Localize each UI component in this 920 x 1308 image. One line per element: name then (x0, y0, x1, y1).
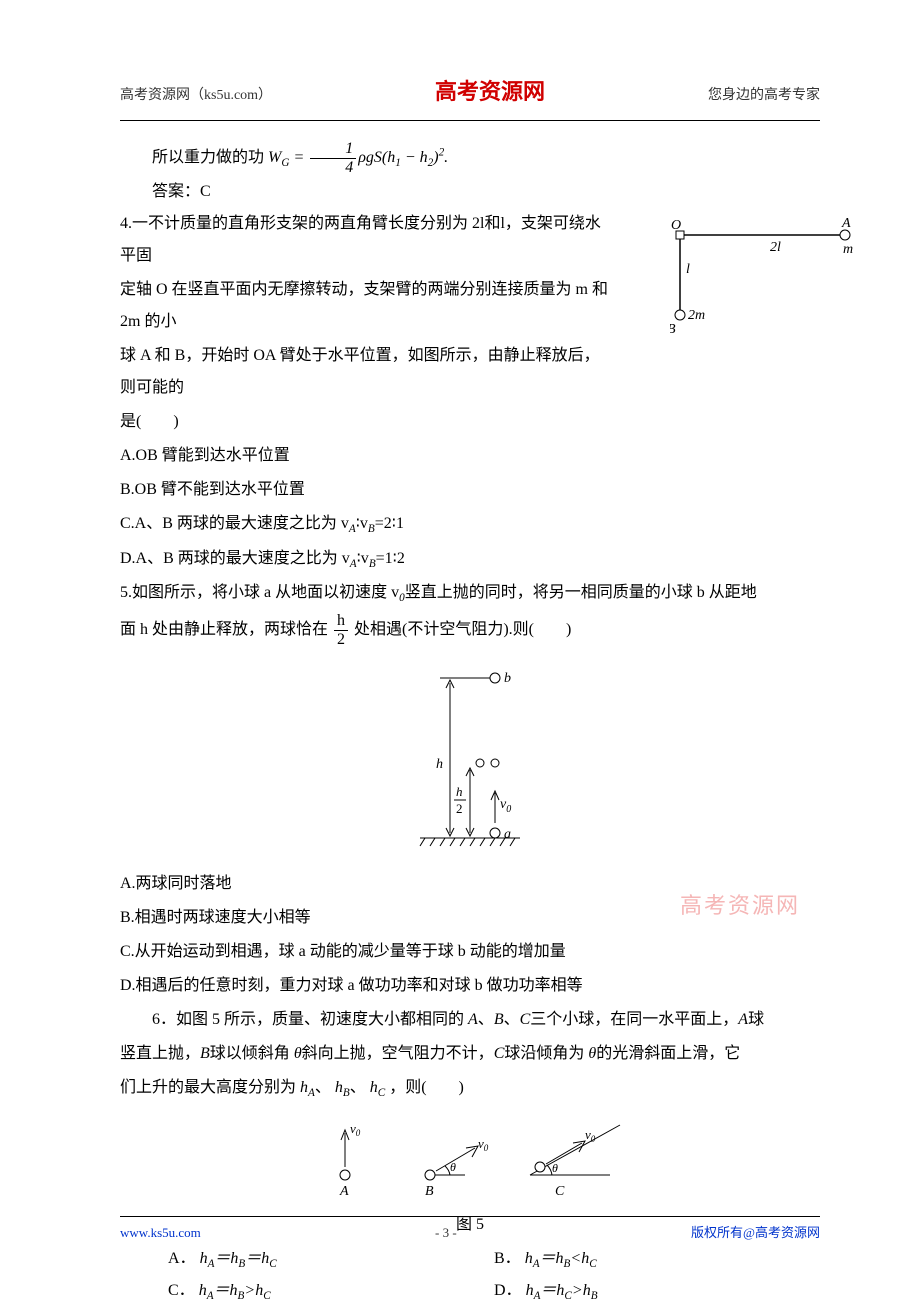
svg-text:h: h (456, 784, 463, 799)
q6-optB: B． hA＝hB<hC (494, 1243, 820, 1276)
header-brand: 高考资源网 (435, 70, 545, 114)
q5-line1: 5.如图所示，将小球 a 从地面以初速度 v0竖直上抛的同时，将另一相同质量的小… (120, 577, 820, 610)
gravity-work-formula: WG = 1 4 ρgS(h1 − h2)2. (268, 149, 448, 166)
q6-figure: A v0 θ B v0 θ C v0 (300, 1115, 640, 1205)
footer-copyright: 版权所有@高考资源网 (691, 1220, 820, 1246)
svg-text:2m: 2m (688, 308, 705, 323)
svg-text:v0: v0 (585, 1127, 596, 1144)
q4-line2: 定轴 O 在竖直平面内无摩擦转动，支架臂的两端分别连接质量为 m 和 2m 的小 (120, 274, 610, 338)
q4-line1: 4.一不计质量的直角形支架的两直角臂长度分别为 2l和l，支架可绕水平固 (120, 208, 610, 272)
question-5: 5.如图所示，将小球 a 从地面以初速度 v0竖直上抛的同时，将另一相同质量的小… (120, 577, 820, 1002)
question-6: 6．如图 5 所示，质量、初速度大小都相同的 A、B、C三个小球，在同一水平面上… (120, 1004, 820, 1308)
one-quarter-fraction: 1 4 (310, 140, 356, 176)
q6-optA: A． hA＝hB＝hC (168, 1243, 494, 1276)
q6-line1: 6．如图 5 所示，质量、初速度大小都相同的 A、B、C三个小球，在同一水平面上… (120, 1004, 820, 1036)
q4-optC: C.A、B 两球的最大速度之比为 vA∶vB=2∶1 (120, 508, 820, 541)
svg-text:θ: θ (552, 1161, 558, 1175)
q5-figure: b h h 2 a v0 (400, 658, 540, 858)
svg-text:2: 2 (456, 801, 463, 816)
svg-text:O: O (671, 218, 681, 233)
answer-line: 答案：C (120, 176, 820, 208)
question-4-options: A.OB 臂能到达水平位置 B.OB 臂不能到达水平位置 C.A、B 两球的最大… (120, 440, 820, 575)
svg-text:b: b (504, 671, 511, 686)
svg-text:2l: 2l (770, 240, 781, 255)
svg-text:v0: v0 (478, 1136, 489, 1153)
q4-line4: 是( ) (120, 406, 610, 438)
header-left: 高考资源网（ks5u.com） (120, 82, 272, 110)
q6-options-row1: A． hA＝hB＝hC B． hA＝hB<hC (120, 1243, 820, 1276)
svg-text:m: m (843, 242, 853, 257)
q6-line2: 竖直上抛，B球以倾斜角 θ斜向上抛，空气阻力不计，C球沿倾角为 θ的光滑斜面上滑… (120, 1038, 820, 1070)
q4-optB: B.OB 臂不能到达水平位置 (120, 474, 820, 506)
svg-text:θ: θ (450, 1160, 456, 1174)
q5-h-over-2: h 2 (334, 612, 348, 648)
q6-optD: D． hA＝hC>hB (494, 1275, 820, 1308)
header-right: 您身边的高考专家 (708, 82, 820, 110)
q6-line3: 们上升的最大高度分别为 hA、 hB、 hC ，则( ) (120, 1072, 820, 1105)
gravity-work-line: 所以重力做的功 WG = 1 4 ρgS(h1 − h2)2. (120, 140, 820, 176)
q5-optC: C.从开始运动到相遇，球 a 动能的减少量等于球 b 动能的增加量 (120, 936, 820, 968)
svg-text:h: h (436, 757, 443, 772)
footer-url: www.ks5u.com (120, 1220, 201, 1246)
q4-optD: D.A、B 两球的最大速度之比为 vA∶vB=1∶2 (120, 543, 820, 576)
watermark: 高考资源网 (680, 884, 800, 928)
svg-text:B: B (425, 1184, 434, 1199)
q6-optC: C． hA＝hB>hC (168, 1275, 494, 1308)
page-header: 高考资源网（ks5u.com） 高考资源网 您身边的高考专家 (120, 70, 820, 121)
gravity-work-prefix: 所以重力做的功 (152, 149, 268, 166)
svg-text:a: a (504, 827, 511, 842)
svg-text:A: A (339, 1184, 349, 1199)
page-footer: www.ks5u.com - 3 - 版权所有@高考资源网 (120, 1216, 820, 1246)
q4-figure: O A B m 2m 2l l (670, 215, 860, 345)
q5-line2: 面 h 处由静止释放，两球恰在 h 2 处相遇(不计空气阻力).则( ) (120, 612, 820, 648)
q4-line3: 球 A 和 B，开始时 OA 臂处于水平位置，如图所示，由静止释放后，则可能的 (120, 340, 610, 404)
svg-text:v0: v0 (350, 1121, 361, 1138)
svg-text:A: A (841, 216, 851, 231)
svg-text:v0: v0 (500, 797, 511, 815)
q6-options-row2: C． hA＝hB>hC D． hA＝hC>hB (120, 1275, 820, 1308)
q4-optA: A.OB 臂能到达水平位置 (120, 440, 820, 472)
footer-page-number: - 3 - (435, 1220, 457, 1246)
page-content: 所以重力做的功 WG = 1 4 ρgS(h1 − h2)2. 答案：C 4.一… (120, 140, 820, 1308)
svg-text:l: l (686, 262, 690, 277)
q5-optD: D.相遇后的任意时刻，重力对球 a 做功功率和对球 b 做功功率相等 (120, 970, 820, 1002)
svg-text:C: C (555, 1184, 565, 1199)
svg-text:B: B (670, 322, 676, 337)
